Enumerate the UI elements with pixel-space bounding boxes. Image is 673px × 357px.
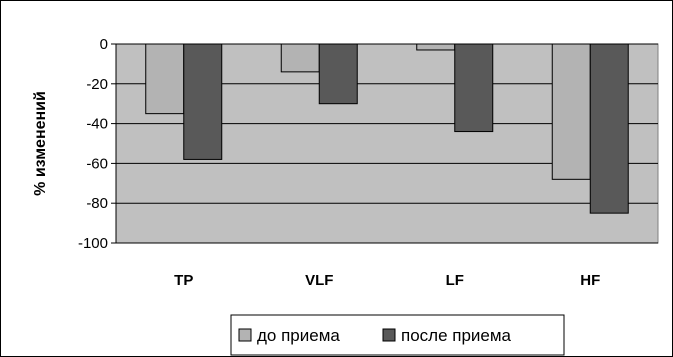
bar-before-lf <box>416 43 456 51</box>
y-tick-label: -40 <box>86 116 108 133</box>
bar-before-tp <box>145 43 185 115</box>
y-tick-label: -20 <box>86 76 108 93</box>
y-tick-labels: 0 -20 -40 -60 -80 -100 <box>78 36 108 252</box>
y-axis-title: % изменений <box>32 91 49 196</box>
bar-after-tp <box>183 43 223 160</box>
bars <box>145 43 629 214</box>
y-tick-label: -80 <box>86 195 108 212</box>
bar-after-lf <box>454 43 494 133</box>
legend-label: после приема <box>401 326 512 345</box>
legend-swatch <box>382 328 396 342</box>
category-label-lf: LF <box>446 272 464 289</box>
category-label-tp: TP <box>174 272 193 289</box>
y-tick-label: 0 <box>100 36 108 53</box>
category-label-hf: HF <box>580 272 600 289</box>
legend-box <box>230 314 565 356</box>
bar-after-vlf <box>318 43 358 105</box>
y-tick-label: -60 <box>86 155 108 172</box>
bar-before-vlf <box>280 43 320 73</box>
legend-swatch <box>238 328 252 342</box>
legend: до приема после приема <box>230 314 565 356</box>
axes <box>111 43 117 244</box>
legend-label: до приема <box>257 326 340 345</box>
category-label-vlf: VLF <box>305 272 333 289</box>
bar-after-hf <box>589 43 629 214</box>
y-tick-label: -100 <box>78 235 108 252</box>
bar-before-hf <box>551 43 591 180</box>
category-labels: TP VLF LF HF <box>174 272 600 289</box>
